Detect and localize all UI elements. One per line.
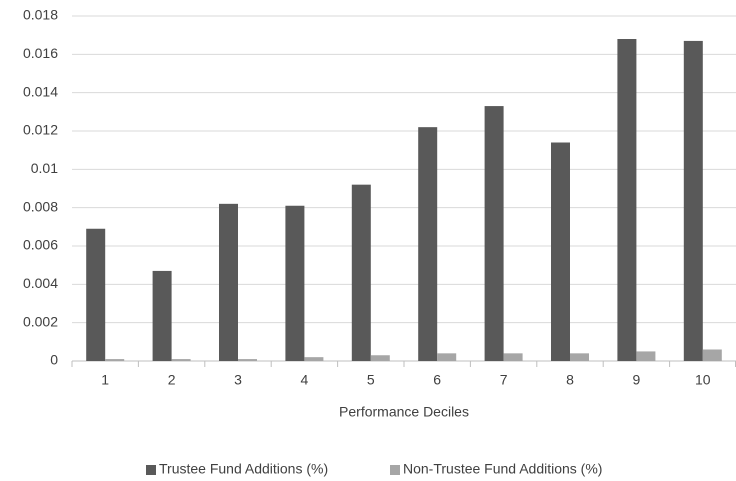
bar (636, 351, 656, 361)
bar (437, 353, 457, 361)
bar (351, 184, 371, 361)
bar (370, 355, 390, 361)
y-tick-label: 0.004 (23, 275, 58, 291)
y-tick-label: 0.014 (23, 83, 58, 99)
y-tick-label: 0.012 (23, 122, 58, 138)
legend-label: Non-Trustee Fund Additions (%) (403, 461, 602, 477)
bar (484, 106, 504, 361)
bar (285, 205, 305, 361)
x-tick-label: 4 (301, 372, 309, 388)
x-tick-label: 7 (500, 372, 508, 388)
bar (152, 270, 172, 361)
x-tick-label: 8 (566, 372, 574, 388)
x-tick-label: 5 (367, 372, 375, 388)
x-axis-label: Performance Deciles (339, 404, 469, 420)
bar (304, 357, 324, 361)
bar (238, 359, 257, 361)
x-tick-label: 3 (234, 372, 242, 388)
bar (683, 40, 703, 362)
bar (86, 228, 106, 361)
y-tick-label: 0.002 (23, 313, 58, 329)
y-tick-label: 0.006 (23, 237, 58, 253)
bar (617, 39, 637, 361)
y-tick-label: 0.01 (31, 160, 58, 176)
bar (418, 127, 438, 362)
legend-swatch (146, 465, 156, 475)
x-tick-label: 2 (168, 372, 176, 388)
x-tick-label: 10 (695, 372, 711, 388)
bar (105, 359, 125, 361)
y-tick-label: 0.016 (23, 45, 58, 61)
bar (570, 353, 589, 361)
bar (503, 353, 523, 361)
x-tick-label: 6 (433, 372, 441, 388)
y-tick-label: 0.018 (23, 7, 58, 23)
bar (171, 359, 191, 361)
bar (219, 203, 238, 361)
x-tick-label: 1 (101, 372, 109, 388)
legend-label: Trustee Fund Additions (%) (159, 461, 328, 477)
y-tick-label: 0 (50, 352, 58, 368)
x-tick-label: 9 (633, 372, 641, 388)
y-tick-label: 0.008 (23, 198, 58, 214)
bar (702, 349, 722, 361)
legend-swatch (390, 465, 400, 475)
bar (551, 142, 570, 361)
